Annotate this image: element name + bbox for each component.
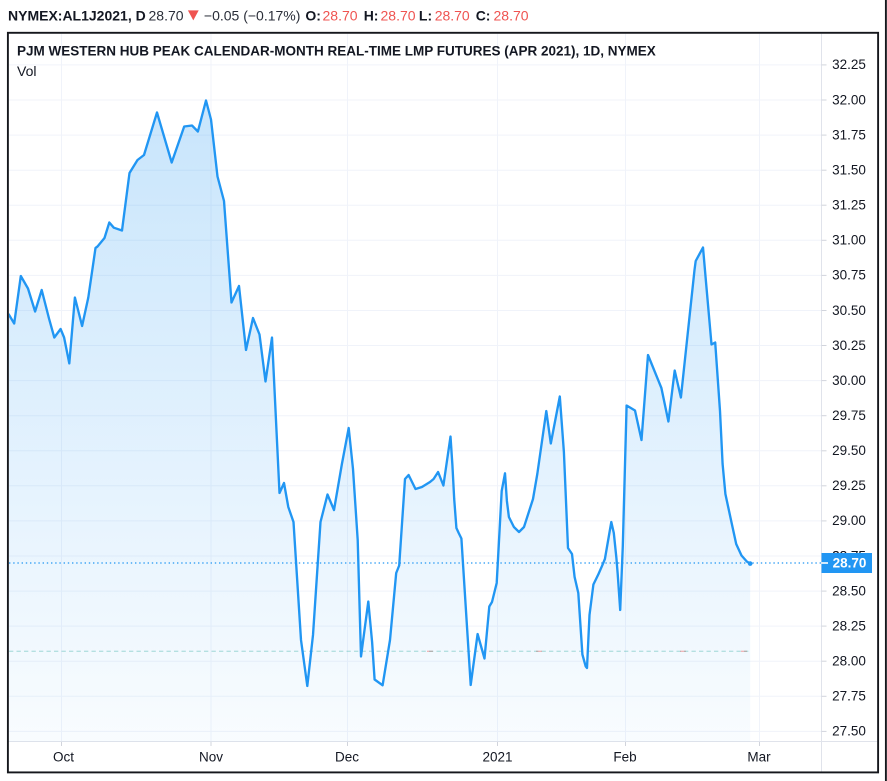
svg-text:28.70: 28.70 [381,7,416,23]
svg-text:31.50: 31.50 [832,163,866,178]
svg-text:28.25: 28.25 [832,618,866,633]
svg-text:NYMEX:AL1J2021, D: NYMEX:AL1J2021, D [8,7,146,23]
svg-text:−0.05 (−0.17%): −0.05 (−0.17%) [204,7,301,23]
svg-text:27.50: 27.50 [832,724,866,739]
svg-text:30.25: 30.25 [832,338,866,353]
svg-text:L:: L: [419,7,432,23]
svg-text:30.50: 30.50 [832,303,866,318]
svg-text:29.25: 29.25 [832,478,866,493]
svg-text:28.70: 28.70 [435,7,470,23]
svg-text:29.50: 29.50 [832,443,866,458]
svg-text:27.75: 27.75 [832,689,866,704]
svg-text:C:: C: [476,7,491,23]
svg-text:O:: O: [305,7,321,23]
svg-text:28.70: 28.70 [323,7,358,23]
svg-text:Dec: Dec [335,749,359,764]
svg-text:Nov: Nov [199,749,223,764]
svg-text:Vol: Vol [17,63,36,79]
svg-text:Feb: Feb [613,749,636,764]
svg-text:30.00: 30.00 [832,373,866,388]
svg-text:32.25: 32.25 [832,57,866,72]
svg-text:28.70: 28.70 [833,555,867,570]
svg-text:28.70: 28.70 [494,7,529,23]
svg-text:28.50: 28.50 [832,583,866,598]
svg-text:31.25: 31.25 [832,198,866,213]
svg-text:Mar: Mar [747,749,771,764]
svg-text:29.75: 29.75 [832,408,866,423]
svg-text:29.00: 29.00 [832,513,866,528]
svg-text:H:: H: [364,7,379,23]
svg-text:31.75: 31.75 [832,127,866,142]
svg-text:PJM WESTERN HUB PEAK CALENDAR-: PJM WESTERN HUB PEAK CALENDAR-MONTH REAL… [17,43,656,58]
svg-text:32.00: 32.00 [832,92,866,107]
svg-text:31.00: 31.00 [832,233,866,248]
svg-text:Oct: Oct [53,749,74,764]
svg-text:28.00: 28.00 [832,654,866,669]
svg-text:28.70: 28.70 [149,7,184,23]
svg-text:2021: 2021 [482,749,512,764]
svg-text:30.75: 30.75 [832,268,866,283]
